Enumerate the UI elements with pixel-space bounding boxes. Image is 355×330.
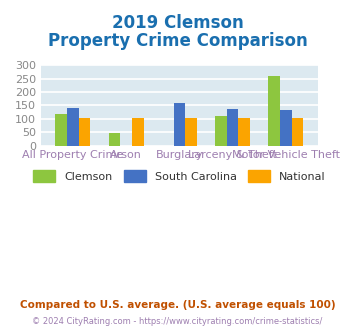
Bar (215, 115, 227, 146)
Bar (280, 110, 292, 146)
Text: Property Crime Comparison: Property Crime Comparison (48, 32, 307, 50)
Bar (239, 118, 250, 146)
Text: Compared to U.S. average. (U.S. average equals 100): Compared to U.S. average. (U.S. average … (20, 300, 335, 310)
Legend: Clemson, South Carolina, National: Clemson, South Carolina, National (33, 170, 326, 182)
Bar (109, 133, 120, 146)
Text: 2019 Clemson: 2019 Clemson (111, 14, 244, 32)
Bar (67, 108, 79, 146)
Bar (185, 118, 197, 146)
Bar (174, 104, 185, 146)
Bar (55, 114, 67, 146)
Bar (79, 118, 91, 146)
Bar (268, 76, 280, 146)
Text: © 2024 CityRating.com - https://www.cityrating.com/crime-statistics/: © 2024 CityRating.com - https://www.city… (32, 317, 323, 326)
Bar (292, 118, 304, 146)
Bar (227, 109, 239, 146)
Bar (132, 118, 144, 146)
